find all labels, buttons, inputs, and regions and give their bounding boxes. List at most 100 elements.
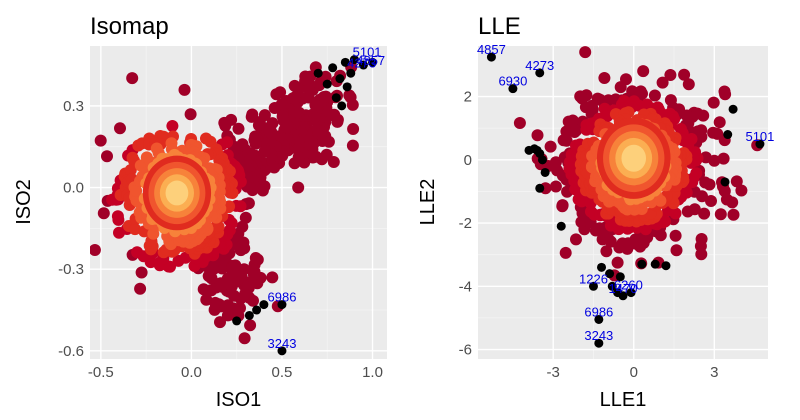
isomap-density-point — [129, 223, 141, 236]
lle-outlier-point — [535, 183, 545, 193]
isomap-outlier-point — [342, 82, 352, 92]
lle-outlier-point — [532, 145, 542, 155]
lle-density-point — [648, 89, 661, 102]
isomap-point-label: 4857 — [356, 53, 385, 68]
lle-outlier-point — [588, 281, 598, 291]
lle-density-point — [670, 244, 683, 257]
lle-outlier-point — [626, 288, 636, 298]
lle-density-point — [600, 245, 613, 258]
lle-outlier-point — [661, 261, 671, 271]
isomap-outlier-point — [328, 63, 338, 73]
lle-y-tick-label: -2 — [459, 215, 472, 232]
isomap-density-point — [219, 119, 232, 132]
lle-outlier-point — [618, 291, 628, 301]
isomap-density-cloud — [75, 61, 360, 345]
lle-density-point — [614, 81, 627, 94]
isomap-x-tick-label: 0.5 — [272, 364, 293, 381]
isomap-point-label: 5101 — [353, 45, 382, 60]
isomap-density-point — [244, 319, 257, 332]
lle-density-point — [579, 46, 592, 59]
isomap-outlier-point — [244, 310, 254, 320]
lle-density-point — [717, 152, 730, 165]
lle-point-label: 1470 — [609, 281, 638, 296]
lle-outlier-point — [615, 272, 625, 282]
isomap-density-point — [135, 266, 148, 279]
isomap-density-point — [214, 277, 227, 290]
isomap-density-point — [209, 296, 222, 309]
isomap-density-point — [249, 137, 262, 150]
lle-density-point — [705, 195, 717, 207]
isomap-density-point — [94, 134, 107, 147]
lle-density-point — [549, 180, 562, 193]
isomap-outlier-point — [331, 93, 341, 103]
lle-outlier-point — [650, 259, 660, 269]
lle-density-point — [570, 124, 583, 137]
lle-y-tick-label: -4 — [459, 278, 472, 295]
isomap-density-point — [97, 207, 110, 220]
isomap-density-point — [197, 283, 210, 296]
isomap-x-tick-labels: -0.5 0.0 0.5 1.0 — [88, 364, 383, 381]
lle-density-point — [714, 208, 727, 221]
isomap-density-point — [288, 79, 301, 92]
lle-y-tick-label: 0 — [464, 152, 472, 169]
isomap-density-point — [252, 119, 265, 132]
lle-outlier-point — [594, 338, 604, 348]
lle-density-point — [730, 175, 743, 188]
isomap-x-tick-label: 1.0 — [362, 364, 383, 381]
isomap-title: Isomap — [90, 13, 169, 40]
isomap-density-band — [165, 180, 189, 206]
lle-density-point — [735, 184, 748, 197]
lle-outlier-point — [486, 52, 496, 62]
isomap-outlier-point — [337, 101, 347, 111]
isomap-outlier-point — [277, 300, 287, 310]
isomap-density-point — [178, 83, 191, 96]
isomap-density-point — [347, 123, 360, 135]
lle-density-point — [669, 229, 682, 242]
lle-density-point — [531, 129, 544, 142]
isomap-density-point — [126, 72, 139, 85]
isomap-density-point — [111, 210, 124, 223]
isomap-density-point — [214, 316, 226, 329]
lle-point-label: 6930 — [498, 74, 527, 89]
isomap-x-axis-title: ISO1 — [216, 389, 262, 411]
isomap-outlier-point — [322, 79, 332, 89]
lle-density-point — [544, 140, 557, 153]
lle-density-point — [570, 233, 582, 246]
lle-x-tick-label: -3 — [547, 364, 560, 381]
lle-outlier-point — [540, 167, 550, 177]
lle-density-point — [656, 76, 669, 89]
lle-point-label: 4273 — [525, 58, 554, 73]
isomap-x-tick-label: 0.0 — [181, 364, 202, 381]
lle-x-tick-label: 3 — [710, 364, 718, 381]
lle-x-tick-labels: -3 0 3 — [547, 364, 719, 381]
isomap-density-point — [258, 145, 271, 158]
lle-density-point — [681, 205, 694, 218]
isomap-density-point — [134, 282, 147, 295]
lle-density-point — [664, 69, 677, 81]
isomap-density-point — [249, 252, 262, 264]
lle-density-point — [682, 78, 695, 91]
lle-outlier-point — [508, 84, 518, 94]
isomap-density-point — [130, 184, 143, 197]
lle-x-tick-label: 0 — [630, 364, 638, 381]
isomap-density-point — [184, 108, 197, 121]
isomap-density-point — [75, 157, 87, 169]
isomap-y-tick-label: 0.0 — [63, 180, 84, 197]
isomap-density-point — [346, 98, 359, 111]
lle-point-label: 6260 — [614, 278, 643, 293]
isomap-outlier-point — [252, 305, 262, 315]
isomap-y-axis-title: ISO2 — [13, 179, 35, 225]
isomap-y-tick-labels: -0.6 -0.3 0.0 0.3 — [58, 98, 84, 360]
lle-density-point — [559, 246, 572, 259]
lle-density-point — [707, 126, 720, 139]
isomap-density-point — [288, 157, 301, 170]
lle-outlier-point — [637, 259, 647, 269]
lle-outlier-point — [720, 177, 730, 187]
lle-density-point — [678, 68, 691, 81]
isomap-outlier-point — [232, 316, 242, 326]
lle-outlier-point — [755, 139, 765, 149]
